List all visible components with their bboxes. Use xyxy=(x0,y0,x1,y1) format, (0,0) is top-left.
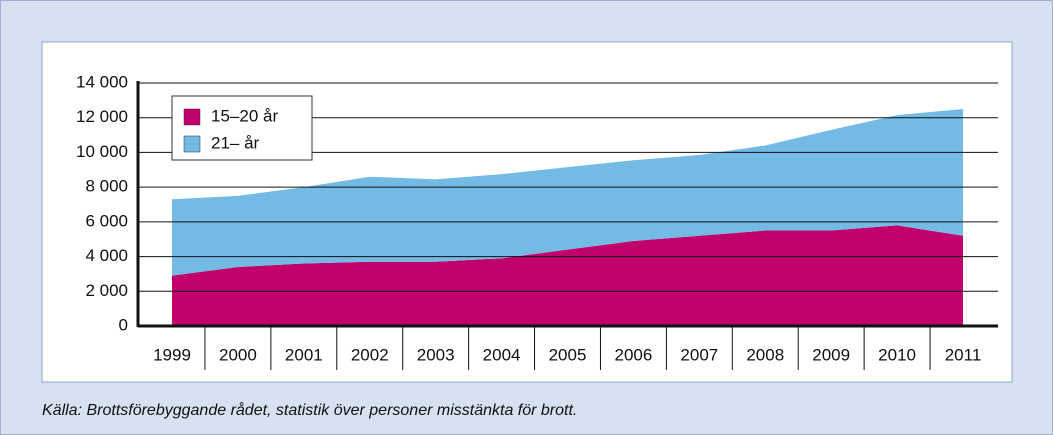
x-tick-label: 2004 xyxy=(483,345,521,364)
y-tick-label: 0 xyxy=(119,315,128,334)
y-tick-label: 10 000 xyxy=(76,142,128,161)
y-tick-label: 2 000 xyxy=(85,281,128,300)
y-tick-label: 14 000 xyxy=(76,72,128,91)
legend-label: 15–20 år xyxy=(211,106,278,125)
area xyxy=(172,225,963,326)
x-tick-label: 2009 xyxy=(812,345,850,364)
y-tick-label: 4 000 xyxy=(85,246,128,265)
x-tick-label: 2006 xyxy=(615,345,653,364)
y-tick-label: 8 000 xyxy=(85,177,128,196)
x-tick-label: 2005 xyxy=(549,345,587,364)
source-note: Källa: Brottsförebyggande rådet, statist… xyxy=(42,401,577,419)
y-tick-label: 12 000 xyxy=(76,107,128,126)
x-tick-label: 2000 xyxy=(219,345,257,364)
y-tick-label: 6 000 xyxy=(85,211,128,230)
x-tick-label: 2011 xyxy=(945,345,982,364)
x-tick-label: 2008 xyxy=(746,345,784,364)
x-tick-label: 2002 xyxy=(351,345,389,364)
x-tick-label: 2003 xyxy=(417,345,455,364)
area xyxy=(172,109,963,276)
x-tick-label: 1999 xyxy=(153,345,191,364)
x-tick-label: 2010 xyxy=(878,345,916,364)
x-tick-label: 2007 xyxy=(680,345,718,364)
legend-label: 21– år xyxy=(211,133,260,152)
legend-swatch xyxy=(183,108,201,126)
x-tick-label: 2001 xyxy=(285,345,323,364)
legend-swatch xyxy=(183,135,201,153)
